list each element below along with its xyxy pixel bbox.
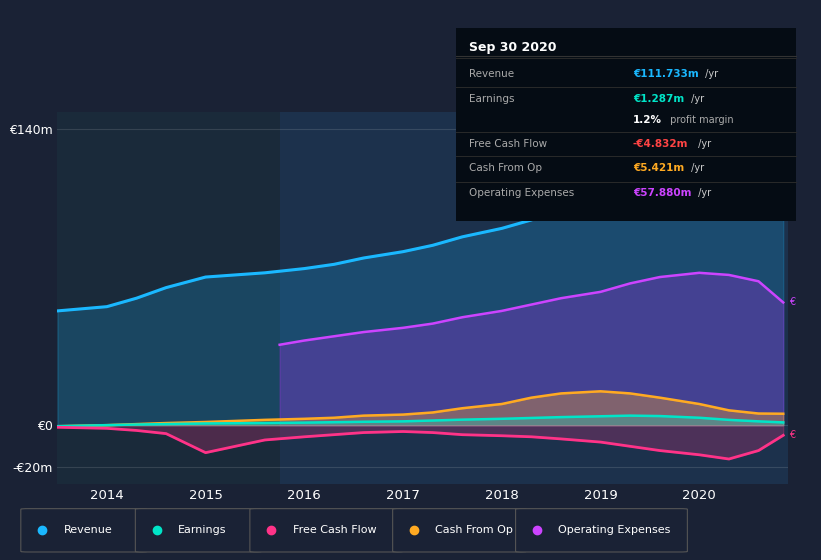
Text: €: € xyxy=(789,183,795,193)
Text: /yr: /yr xyxy=(695,188,711,198)
Text: Cash From Op: Cash From Op xyxy=(435,525,513,535)
FancyBboxPatch shape xyxy=(250,508,402,552)
Text: Operating Expenses: Operating Expenses xyxy=(470,188,575,198)
Bar xyxy=(280,112,788,484)
Text: €5.421m: €5.421m xyxy=(633,163,684,173)
FancyBboxPatch shape xyxy=(516,508,687,552)
Text: €1.287m: €1.287m xyxy=(633,94,684,104)
Text: profit margin: profit margin xyxy=(667,115,733,125)
Text: Earnings: Earnings xyxy=(470,94,515,104)
Text: Sep 30 2020: Sep 30 2020 xyxy=(470,40,557,54)
Text: Cash From Op: Cash From Op xyxy=(470,163,543,173)
Text: /yr: /yr xyxy=(695,139,711,149)
Text: -€4.832m: -€4.832m xyxy=(633,139,688,149)
Text: /yr: /yr xyxy=(702,69,718,80)
Text: €: € xyxy=(789,430,795,440)
Text: Operating Expenses: Operating Expenses xyxy=(558,525,671,535)
Text: Revenue: Revenue xyxy=(63,525,112,535)
FancyBboxPatch shape xyxy=(392,508,526,552)
Text: /yr: /yr xyxy=(688,163,704,173)
Text: €57.880m: €57.880m xyxy=(633,188,691,198)
Text: /yr: /yr xyxy=(688,94,704,104)
Text: 1.2%: 1.2% xyxy=(633,115,662,125)
Text: €: € xyxy=(789,297,795,307)
Text: Earnings: Earnings xyxy=(178,525,227,535)
Text: €111.733m: €111.733m xyxy=(633,69,699,80)
FancyBboxPatch shape xyxy=(135,508,261,552)
Text: Revenue: Revenue xyxy=(470,69,515,80)
Text: Free Cash Flow: Free Cash Flow xyxy=(470,139,548,149)
FancyBboxPatch shape xyxy=(21,508,147,552)
Text: Free Cash Flow: Free Cash Flow xyxy=(292,525,376,535)
